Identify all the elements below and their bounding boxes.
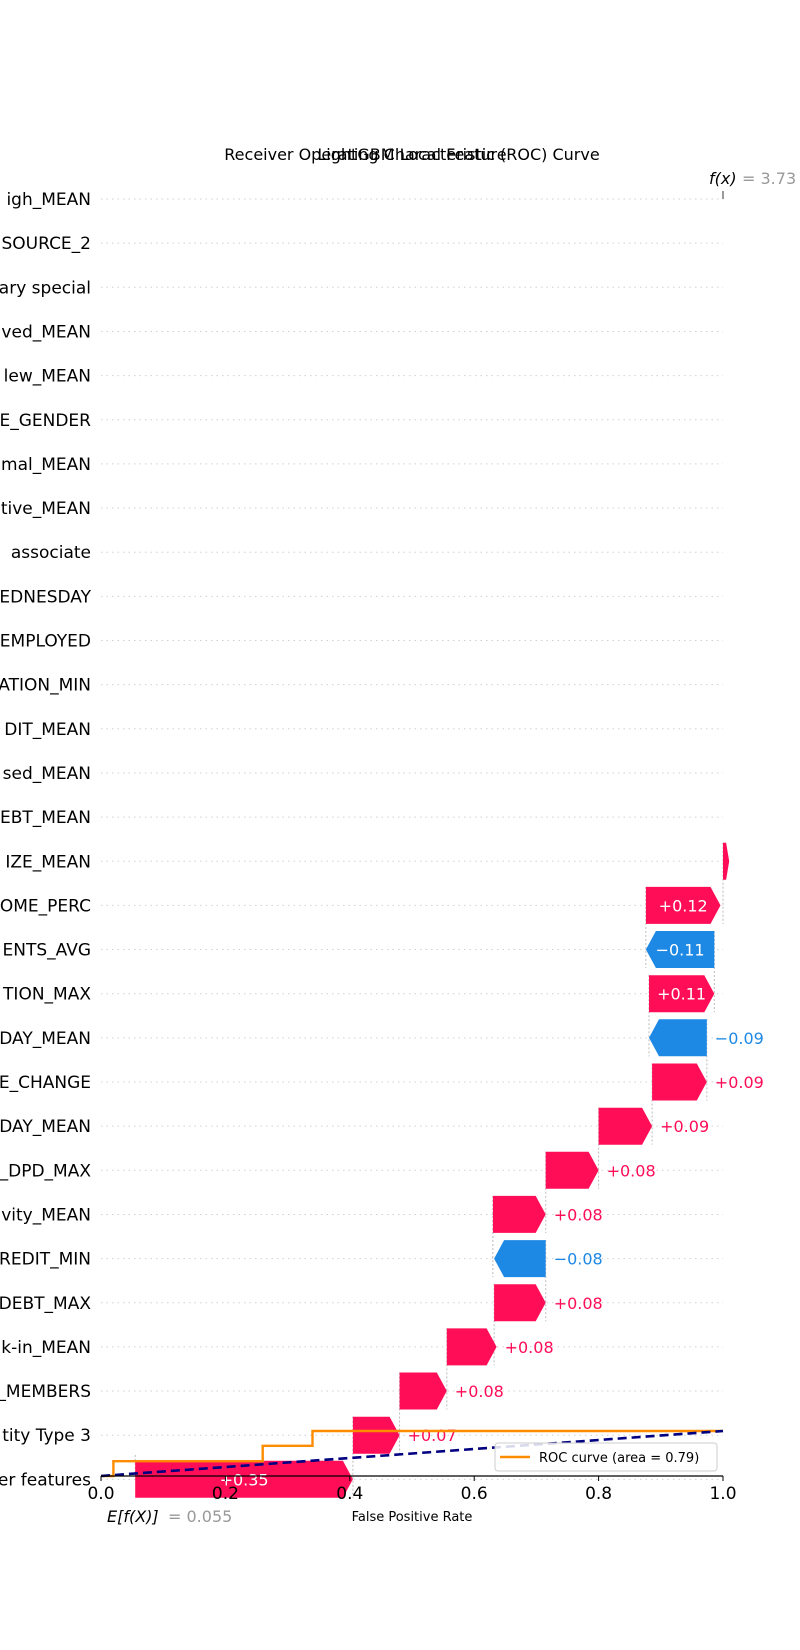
bar-value-label: +0.08 (554, 1294, 603, 1313)
contribution-bar (399, 1372, 447, 1410)
contribution-bar (352, 1416, 400, 1454)
output-value-annotation: f(x) = 3.73 (709, 169, 796, 199)
contribution-bar (645, 931, 715, 968)
contribution-bar (598, 1107, 653, 1145)
feature-label: ATION_MIN (0, 676, 91, 696)
contribution-bar (494, 1240, 546, 1278)
feature-label: er features (0, 1470, 91, 1490)
bar-value-label: +0.07 (408, 1426, 457, 1445)
bar-value-label: +0.08 (554, 1205, 603, 1224)
feature-label: EMPLOYED (0, 632, 91, 652)
x-tick-label: 1.0 (709, 1484, 736, 1504)
waterfall-chart-title: LightGBM Local Feature (317, 145, 506, 164)
bar-value-label: +0.09 (715, 1073, 764, 1092)
contribution-bar (645, 886, 721, 924)
bar-value-label: −0.11 (656, 941, 705, 960)
feature-label: E_GENDER (0, 411, 91, 431)
x-tick-label: 0.6 (461, 1484, 488, 1504)
contribution-bars: +0.12 −0.11 +0.11 −0.09 +0.09 +0.09 +0.08 +0.08… (135, 842, 764, 1498)
feature-label: DEBT_MAX (0, 1294, 91, 1314)
contribution-bar (652, 1063, 707, 1101)
feature-label: mal_MEAN (1, 455, 91, 475)
feature-label: associate (11, 543, 91, 563)
feature-label: _MEMBERS (0, 1382, 91, 1402)
bar-value-label: −0.09 (715, 1029, 764, 1048)
feature-label: DIT_MEAN (4, 720, 91, 740)
contribution-bar (446, 1328, 497, 1366)
feature-label: vity_MEAN (1, 1205, 91, 1225)
contribution-bar (545, 1151, 599, 1189)
feature-label: SOURCE_2 (1, 234, 91, 254)
feature-label: igh_MEAN (6, 190, 91, 210)
base-symbol: E[f(X)] (107, 1507, 159, 1526)
feature-label: ved_MEAN (1, 322, 91, 342)
bar-value-label: +0.11 (657, 985, 706, 1004)
bar-value-label: +0.08 (505, 1338, 554, 1357)
x-axis-title: False Positive Rate (352, 1510, 473, 1525)
contribution-bar (649, 975, 715, 1013)
feature-label: IZE_MEAN (5, 852, 91, 872)
base-value-annotation: E[f(X)] = 0.055 (107, 1507, 232, 1526)
contribution-bar (492, 1195, 546, 1233)
x-axis: 0.0 0.2 0.4 0.6 0.8 1.0 (87, 1475, 737, 1504)
output-value: = 3.73 (742, 169, 796, 188)
output-symbol: f(x) (709, 169, 737, 188)
x-tick-label: 0.2 (212, 1484, 239, 1504)
roc-chart-title: Receiver Operating Characteristic (ROC) … (224, 145, 599, 164)
feature-label: EDNESDAY (0, 587, 92, 607)
feature-label: OME_PERC (0, 896, 91, 916)
feature-label: tity Type 3 (2, 1426, 91, 1446)
feature-label: E_CHANGE (0, 1073, 91, 1093)
bar-value-label: +0.12 (659, 896, 708, 915)
bar-value-label: +0.08 (607, 1161, 656, 1180)
feature-label: DAY_MEAN (0, 1029, 91, 1049)
feature-label: lew_MEAN (4, 367, 91, 387)
feature-label: TION_MAX (2, 985, 91, 1005)
roc-plot: ROC curve (area = 0.79) (100, 1429, 724, 1478)
x-tick-label: 0.4 (336, 1484, 363, 1504)
bar-value-label: +0.09 (660, 1117, 709, 1136)
x-tick-label: 0.0 (87, 1484, 114, 1504)
contribution-bar (723, 842, 730, 880)
feature-label: EBT_MEAN (0, 808, 91, 828)
feature-label: tive_MEAN (1, 499, 91, 519)
legend-frame (494, 1442, 718, 1472)
chance-diagonal-line (100, 1429, 724, 1478)
feature-label: ENTS_AVG (3, 941, 91, 961)
base-value: = 0.055 (168, 1507, 232, 1526)
feature-label: REDIT_MIN (0, 1250, 91, 1270)
x-tick-label: 0.8 (585, 1484, 612, 1504)
row-gridlines (101, 198, 723, 1480)
contribution-bar (494, 1284, 546, 1322)
feature-label: k-in_MEAN (1, 1338, 91, 1358)
contribution-bar (649, 1019, 707, 1057)
bar-value-label: +0.35 (220, 1470, 269, 1489)
feature-label: DAY_MEAN (0, 1117, 91, 1137)
feature-label: _DPD_MAX (0, 1161, 91, 1181)
roc-curve-line (101, 1429, 723, 1478)
feature-label: sed_MEAN (3, 764, 91, 784)
feature-label: ary special (0, 278, 91, 298)
bar-value-label: −0.08 (554, 1250, 603, 1269)
roc-legend: ROC curve (area = 0.79) (494, 1442, 718, 1472)
legend-label: ROC curve (area = 0.79) (539, 1451, 699, 1466)
bar-value-label: +0.08 (455, 1382, 504, 1401)
